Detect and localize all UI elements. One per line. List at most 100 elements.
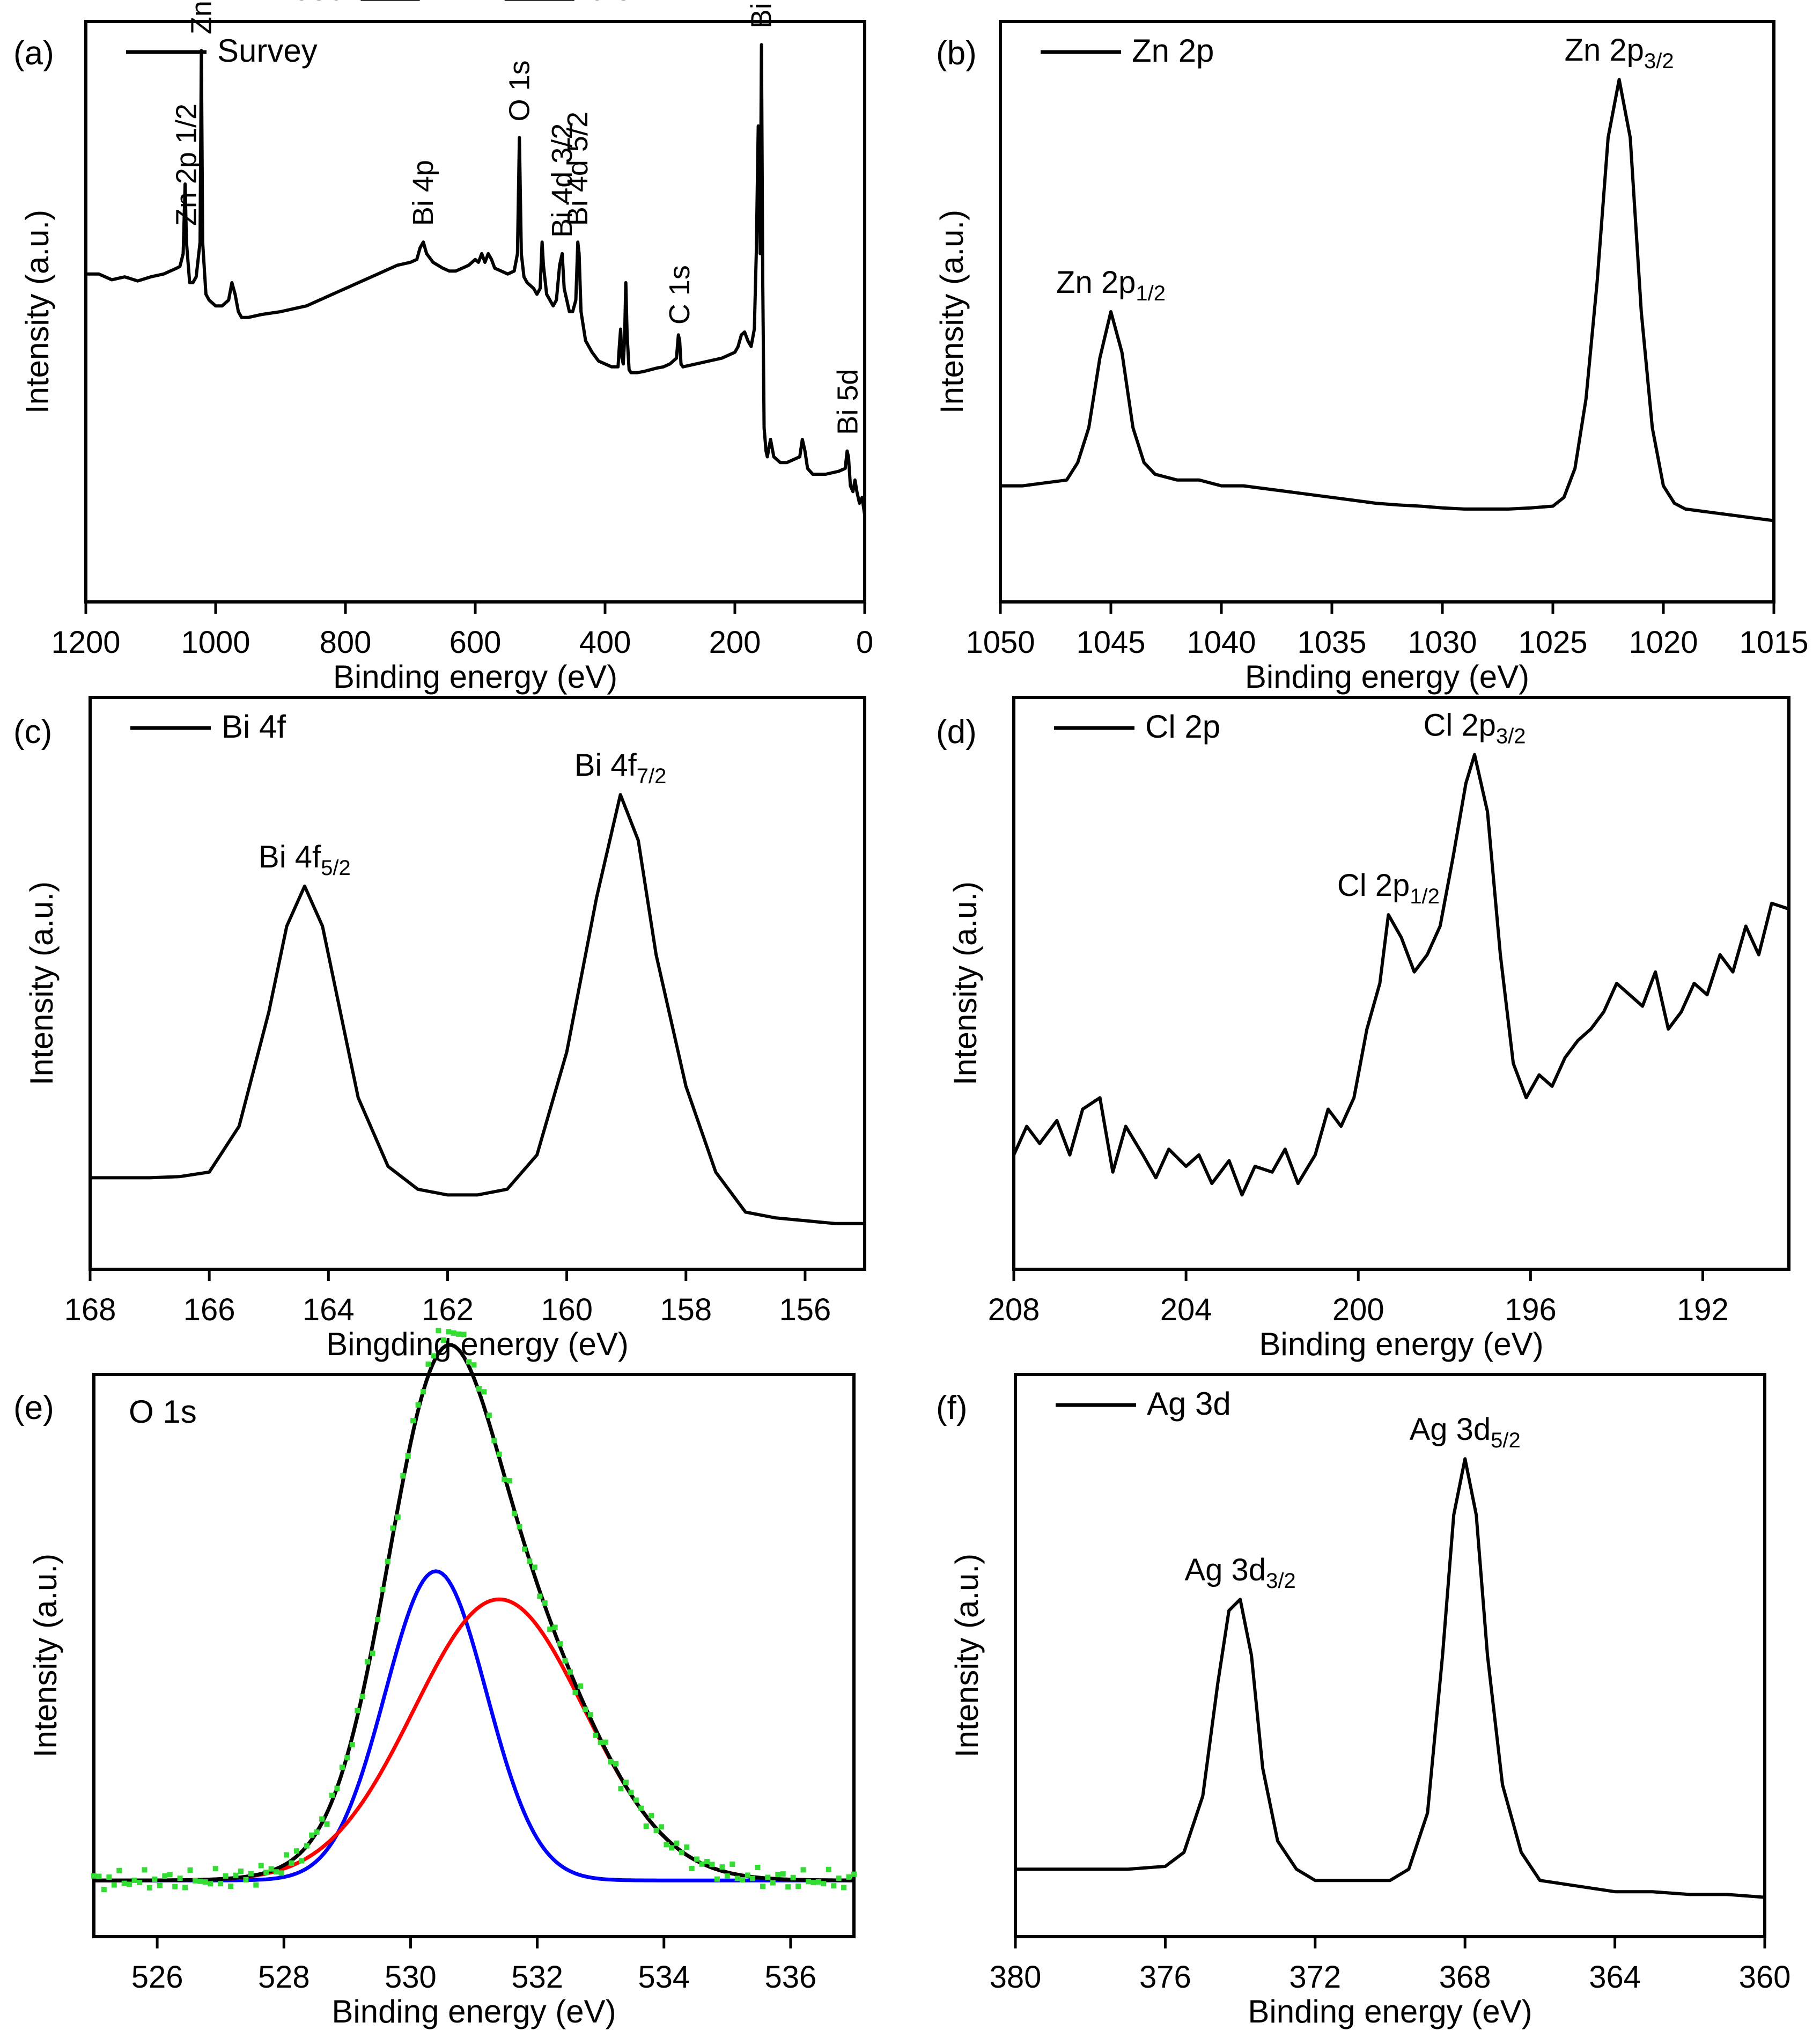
raw-data-point bbox=[795, 1884, 801, 1889]
raw-data-point bbox=[440, 1337, 446, 1343]
x-tick-label: 208 bbox=[988, 1292, 1040, 1327]
plot-frame bbox=[999, 20, 1775, 604]
raw-data-point bbox=[101, 1887, 107, 1893]
raw-data-point bbox=[243, 1877, 249, 1882]
fit-envelope bbox=[94, 1343, 854, 1882]
peak-label: Bi 4p bbox=[407, 160, 439, 226]
peak-label: 531.5 eV bbox=[528, 0, 653, 7]
x-tick-label: 168 bbox=[64, 1292, 116, 1327]
raw-data-point bbox=[567, 1669, 573, 1675]
raw-data-point bbox=[851, 1871, 857, 1877]
x-tick-label: 192 bbox=[1677, 1292, 1729, 1327]
raw-data-point bbox=[750, 1875, 756, 1881]
raw-data-point bbox=[137, 1879, 143, 1885]
raw-data-point bbox=[293, 1848, 299, 1854]
raw-data-point bbox=[486, 1413, 492, 1418]
x-tick-label: 376 bbox=[1139, 1960, 1191, 1995]
raw-data-point bbox=[116, 1867, 122, 1873]
raw-data-point bbox=[557, 1641, 563, 1647]
raw-data-point bbox=[577, 1683, 583, 1689]
raw-data-point bbox=[106, 1874, 112, 1880]
peak-label: Bi 5d bbox=[832, 369, 864, 435]
raw-data-point bbox=[821, 1881, 827, 1887]
raw-data-point bbox=[187, 1867, 193, 1873]
raw-data-point bbox=[815, 1879, 821, 1885]
x-tick-label: 368 bbox=[1439, 1960, 1491, 1995]
peak-label: Cl 2p1/2 bbox=[1337, 868, 1440, 908]
raw-data-point bbox=[649, 1813, 654, 1819]
series-line bbox=[90, 793, 865, 1225]
raw-data-point bbox=[466, 1359, 472, 1365]
raw-data-point bbox=[283, 1852, 289, 1858]
raw-data-point bbox=[380, 1586, 386, 1592]
x-tick-label: 360 bbox=[1739, 1960, 1791, 1995]
raw-data-point bbox=[96, 1873, 102, 1879]
series-line bbox=[1000, 78, 1774, 523]
raw-data-point bbox=[319, 1816, 325, 1822]
raw-data-point bbox=[724, 1873, 730, 1879]
raw-data-point bbox=[674, 1840, 680, 1846]
plot-frame bbox=[1014, 1373, 1766, 1938]
peak-label: Cl 2p3/2 bbox=[1423, 708, 1526, 748]
raw-data-point bbox=[517, 1524, 522, 1529]
raw-data-point bbox=[370, 1650, 375, 1656]
raw-data-point bbox=[177, 1875, 183, 1881]
legend-label: Survey bbox=[217, 33, 318, 69]
peak-label: Bi 4d 3/2 bbox=[546, 123, 578, 238]
panel-e: (e) 526 528 530 532 534 536 Binding energy (eV)… bbox=[13, 0, 857, 2029]
x-tick-label: 1025 bbox=[1518, 625, 1587, 660]
raw-data-point bbox=[253, 1882, 259, 1888]
raw-data-point bbox=[521, 1546, 527, 1552]
raw-data-point bbox=[223, 1873, 229, 1879]
x-axis-label: Binding energy (eV) bbox=[331, 1994, 616, 2029]
raw-data-point bbox=[324, 1821, 330, 1827]
peak-label: O 1s bbox=[503, 60, 535, 121]
x-tick-label: 164 bbox=[303, 1292, 355, 1327]
raw-data-point bbox=[238, 1869, 244, 1874]
raw-data-point bbox=[532, 1564, 537, 1570]
x-tick-label: 526 bbox=[131, 1960, 183, 1995]
legend-label: Zn 2p bbox=[1132, 33, 1214, 69]
raw-data-point bbox=[643, 1823, 649, 1829]
x-axis-label: Bingding energy (eV) bbox=[326, 1326, 629, 1362]
raw-data-point bbox=[233, 1872, 239, 1878]
x-tick-label: 534 bbox=[638, 1960, 690, 1995]
raw-data-point bbox=[689, 1865, 695, 1871]
raw-data-point bbox=[502, 1476, 507, 1482]
panel-label: (e) bbox=[13, 1389, 54, 1426]
raw-data-point bbox=[730, 1861, 735, 1867]
raw-data-point bbox=[790, 1874, 796, 1880]
panel-c: (c) 168 166 164 162 160 158 156 Bingding energy … bbox=[13, 696, 866, 1362]
raw-data-point bbox=[740, 1877, 746, 1883]
raw-data-point bbox=[299, 1858, 305, 1864]
raw-data-point bbox=[841, 1885, 847, 1891]
x-tick-label: 158 bbox=[660, 1292, 712, 1327]
raw-data-point bbox=[664, 1842, 669, 1848]
raw-data-point bbox=[91, 1873, 97, 1879]
raw-data-point bbox=[192, 1878, 198, 1884]
x-tick-label: 200 bbox=[1332, 1292, 1384, 1327]
peak-label: 530.3 eV bbox=[293, 0, 418, 7]
raw-data-point bbox=[248, 1871, 254, 1877]
raw-data-point bbox=[583, 1707, 588, 1712]
raw-data-point bbox=[274, 1869, 279, 1875]
x-tick-label: 1000 bbox=[181, 625, 250, 660]
raw-data-point bbox=[699, 1861, 705, 1867]
raw-data-point bbox=[304, 1843, 310, 1849]
y-axis-label: Intensity (a.u.) bbox=[24, 881, 60, 1085]
raw-data-point bbox=[628, 1790, 634, 1796]
peak-label: Ag 3d3/2 bbox=[1185, 1553, 1296, 1593]
raw-data-point bbox=[400, 1473, 406, 1479]
raw-data-point bbox=[172, 1884, 178, 1889]
raw-data-point bbox=[496, 1451, 502, 1457]
raw-data-point bbox=[659, 1824, 665, 1830]
x-tick-label: 400 bbox=[579, 625, 631, 660]
x-tick-label: 156 bbox=[779, 1292, 831, 1327]
raw-data-point bbox=[359, 1694, 365, 1700]
raw-data-point bbox=[339, 1764, 345, 1770]
raw-data-point bbox=[456, 1331, 462, 1337]
x-tick-label: 162 bbox=[422, 1292, 474, 1327]
x-tick-label: 204 bbox=[1160, 1292, 1212, 1327]
raw-data-point bbox=[162, 1873, 168, 1879]
raw-data-point bbox=[228, 1883, 234, 1889]
